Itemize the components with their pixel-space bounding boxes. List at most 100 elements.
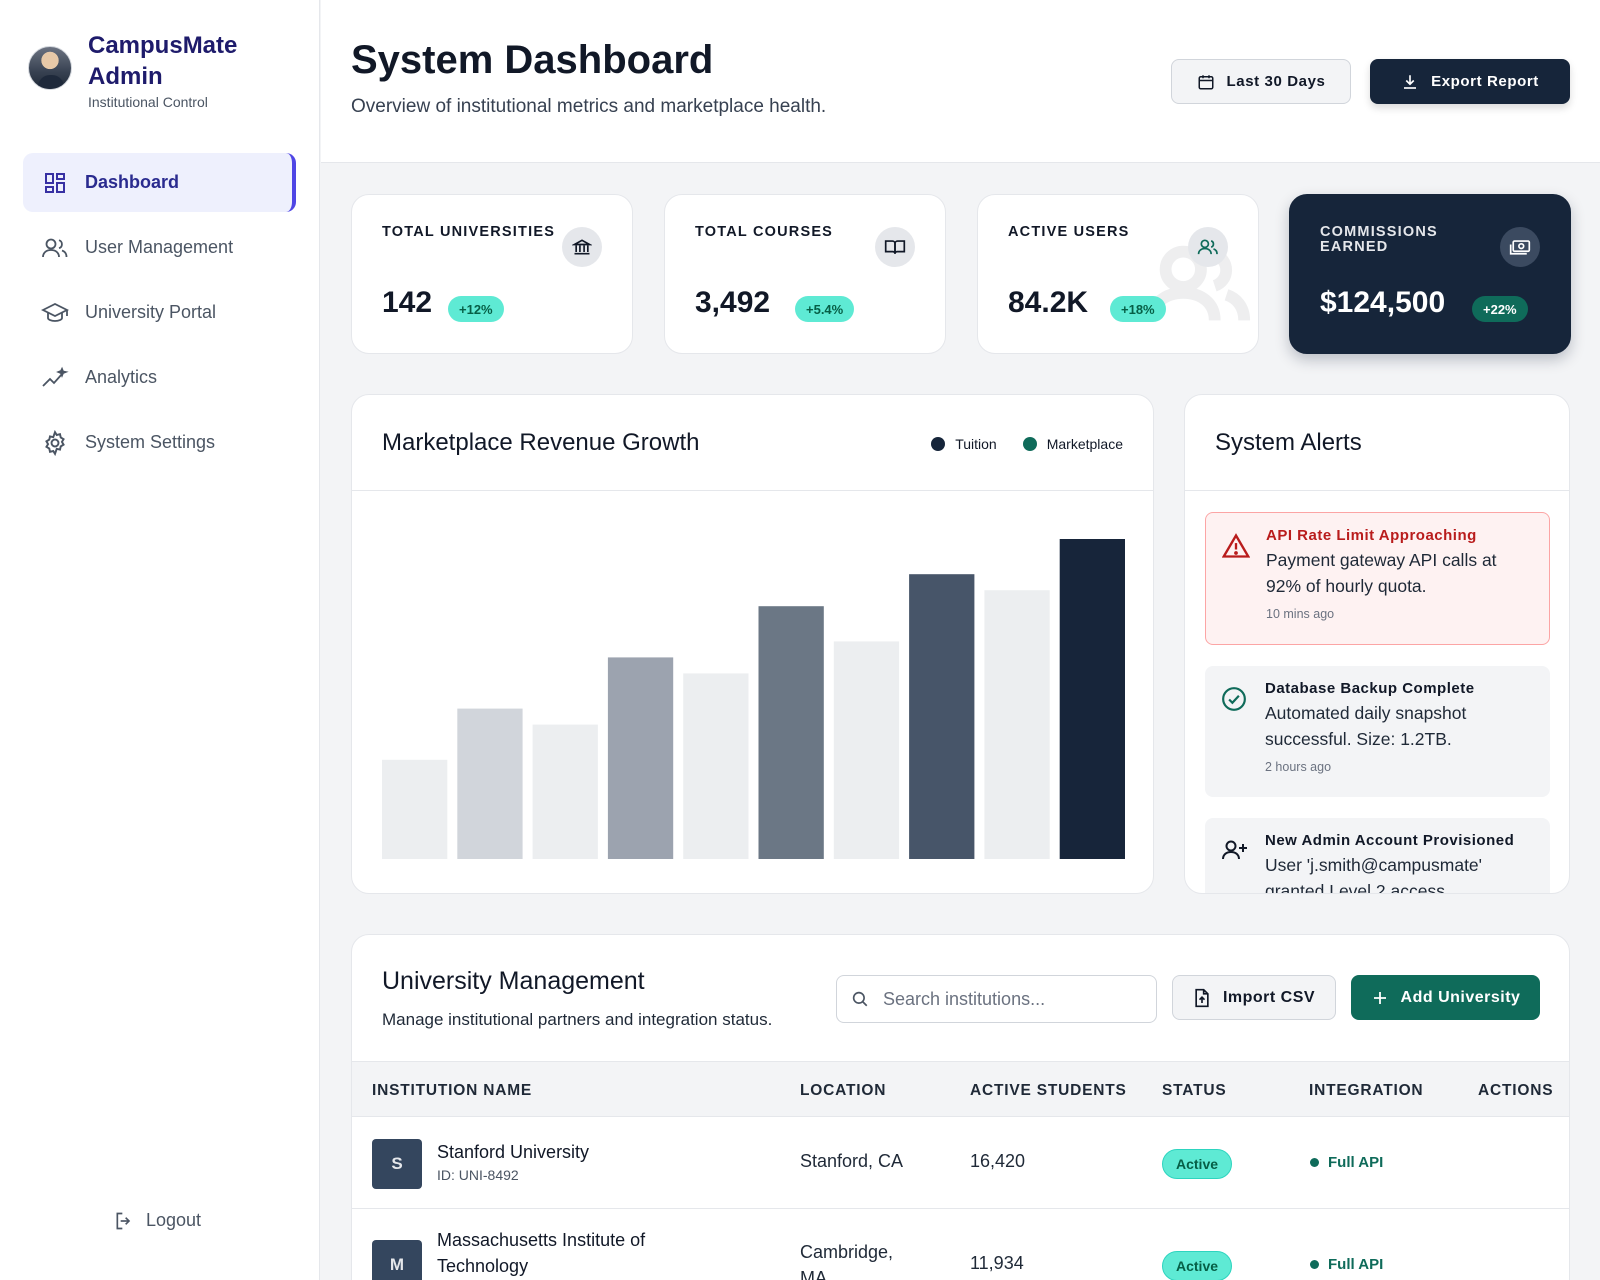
file-upload-icon bbox=[1193, 988, 1211, 1008]
sidebar-item-label: Dashboard bbox=[85, 172, 180, 192]
export-report-label: Export Report bbox=[1431, 73, 1539, 90]
chart-bar-1[interactable] bbox=[382, 759, 448, 859]
chart-bar-9[interactable] bbox=[984, 590, 1050, 859]
sidebar-item-user-management[interactable]: User Management bbox=[23, 218, 296, 277]
column-header-location[interactable]: LOCATION bbox=[800, 1082, 887, 1099]
kpi-change-badge: +12% bbox=[448, 296, 504, 322]
active-students: 16,420 bbox=[970, 1151, 1026, 1171]
plus-icon bbox=[1371, 989, 1389, 1007]
kpi-label: TOTAL UNIVERSITIES bbox=[382, 224, 556, 240]
table-header: INSTITUTION NAME LOCATION ACTIVE STUDENT… bbox=[352, 1061, 1569, 1117]
kpi-change-badge: +5.4% bbox=[795, 296, 855, 322]
institution-location: Stanford, CA bbox=[800, 1151, 904, 1171]
section-subtitle: Manage institutional partners and integr… bbox=[382, 1010, 773, 1029]
legend-label: Marketplace bbox=[1046, 436, 1123, 452]
alert-item[interactable]: API Rate Limit Approaching Payment gatew… bbox=[1205, 512, 1550, 645]
sidebar-nav: Dashboard User Management University Por… bbox=[23, 153, 296, 478]
search-icon bbox=[851, 990, 869, 1008]
bank-icon bbox=[562, 227, 602, 267]
column-header-actions: ACTIONS bbox=[1478, 1082, 1554, 1099]
user-plus-icon bbox=[1221, 838, 1249, 862]
page-subtitle: Overview of institutional metrics and ma… bbox=[351, 96, 827, 117]
kpi-change-badge: +18% bbox=[1110, 296, 1166, 322]
active-students: 11,934 bbox=[970, 1253, 1024, 1273]
chart-bar-6[interactable] bbox=[758, 606, 824, 859]
institution-avatar: M bbox=[372, 1240, 422, 1280]
column-header-students[interactable]: ACTIVE STUDENTS bbox=[970, 1082, 1127, 1099]
sidebar-item-label: User Management bbox=[85, 237, 234, 257]
kpi-label: ACTIVE USERS bbox=[1008, 224, 1130, 240]
sidebar-item-analytics[interactable]: Analytics bbox=[23, 348, 296, 407]
sidebar-item-label: System Settings bbox=[85, 432, 216, 452]
system-alerts-card: System Alerts API Rate Limit Approaching… bbox=[1184, 394, 1570, 894]
bar-chart bbox=[382, 539, 1125, 859]
export-report-button[interactable]: Export Report bbox=[1370, 59, 1570, 104]
column-header-integration[interactable]: INTEGRATION bbox=[1309, 1082, 1424, 1099]
kpi-value: $124,500 bbox=[1320, 286, 1446, 319]
logout-icon bbox=[114, 1211, 134, 1231]
add-university-label: Add University bbox=[1400, 988, 1521, 1006]
alert-item[interactable]: Database Backup Complete Automated daily… bbox=[1205, 666, 1550, 797]
chart-bar-5[interactable] bbox=[683, 673, 749, 859]
integration-label: Full API bbox=[1328, 1154, 1384, 1171]
sidebar-item-dashboard[interactable]: Dashboard bbox=[23, 153, 296, 212]
legend-item-tuition: Tuition bbox=[931, 436, 997, 452]
section-title: University Management bbox=[382, 967, 645, 995]
legend-item-marketplace: Marketplace bbox=[1022, 436, 1123, 452]
logout-button[interactable]: Logout bbox=[114, 1210, 201, 1231]
check-circle-icon bbox=[1221, 686, 1247, 712]
institution-name[interactable]: Massachusetts Institute of Technology bbox=[437, 1230, 646, 1276]
chart-bar-10[interactable] bbox=[1059, 539, 1125, 859]
chart-bar-8[interactable] bbox=[909, 574, 975, 859]
kpi-label: TOTAL COURSES bbox=[695, 224, 834, 240]
chart-bar-3[interactable] bbox=[532, 724, 598, 859]
import-csv-label: Import CSV bbox=[1222, 988, 1316, 1006]
institution-avatar: S bbox=[372, 1139, 422, 1189]
money-icon bbox=[1500, 227, 1540, 267]
kpi-card-commissions: COMMISSIONS EARNED $124,500 +22% bbox=[1289, 194, 1571, 354]
alert-time: 2 hours ago bbox=[1265, 760, 1332, 774]
integration-label: Full API bbox=[1328, 1256, 1384, 1273]
date-range-button[interactable]: Last 30 Days bbox=[1171, 59, 1351, 104]
institution-id: ID: UNI-8492 bbox=[437, 1167, 519, 1183]
sidebar-item-system-settings[interactable]: System Settings bbox=[23, 413, 296, 472]
kpi-card-universities: TOTAL UNIVERSITIES 142 +12% bbox=[351, 194, 633, 354]
page-title: System Dashboard bbox=[351, 38, 714, 82]
alert-time: 10 mins ago bbox=[1266, 607, 1335, 621]
table-row[interactable]: M Massachusetts Institute of Technology … bbox=[352, 1210, 1569, 1280]
search-input[interactable] bbox=[883, 988, 1143, 1010]
alert-body: User 'j.smith@campusmate' granted Level … bbox=[1265, 855, 1482, 894]
kpi-value: 3,492 bbox=[695, 286, 771, 319]
status-badge: Active bbox=[1162, 1149, 1233, 1179]
sidebar-item-label: Analytics bbox=[85, 367, 158, 387]
institution-name[interactable]: Stanford University bbox=[437, 1142, 590, 1162]
chart-bar-4[interactable] bbox=[607, 657, 674, 859]
legend-swatch bbox=[931, 437, 946, 451]
download-icon bbox=[1401, 73, 1419, 91]
sidebar-item-university-portal[interactable]: University Portal bbox=[23, 283, 296, 342]
kpi-change-badge: +22% bbox=[1472, 296, 1528, 322]
alert-body: Payment gateway API calls at 92% of hour… bbox=[1266, 550, 1497, 596]
kpi-value: 142 bbox=[382, 286, 433, 319]
import-csv-button[interactable]: Import CSV bbox=[1172, 975, 1336, 1020]
add-university-button[interactable]: Add University bbox=[1351, 975, 1540, 1020]
alert-body: Automated daily snapshot successful. Siz… bbox=[1265, 703, 1467, 749]
chart-bar-7[interactable] bbox=[833, 641, 900, 859]
alert-title: Database Backup Complete bbox=[1265, 680, 1475, 697]
alert-item[interactable]: New Admin Account Provisioned User 'j.sm… bbox=[1205, 818, 1550, 894]
integration-dot bbox=[1310, 1158, 1319, 1167]
logout-label: Logout bbox=[146, 1210, 202, 1230]
kpi-card-active-users: ACTIVE USERS 84.2K +18% bbox=[977, 194, 1259, 354]
kpi-value: 84.2K bbox=[1008, 286, 1089, 319]
users-icon bbox=[1188, 227, 1228, 267]
brand: CampusMate Admin Institutional Control bbox=[28, 30, 278, 110]
avatar[interactable] bbox=[28, 46, 72, 90]
users-icon bbox=[41, 234, 69, 262]
column-header-status[interactable]: STATUS bbox=[1162, 1082, 1227, 1099]
column-header-institution[interactable]: INSTITUTION NAME bbox=[372, 1082, 533, 1099]
alerts-title: System Alerts bbox=[1215, 429, 1362, 456]
table-row[interactable]: S Stanford University ID: UNI-8492 Stanf… bbox=[352, 1118, 1569, 1209]
chart-bar-2[interactable] bbox=[457, 708, 523, 859]
calendar-icon bbox=[1197, 73, 1215, 91]
dashboard-icon bbox=[41, 169, 69, 197]
